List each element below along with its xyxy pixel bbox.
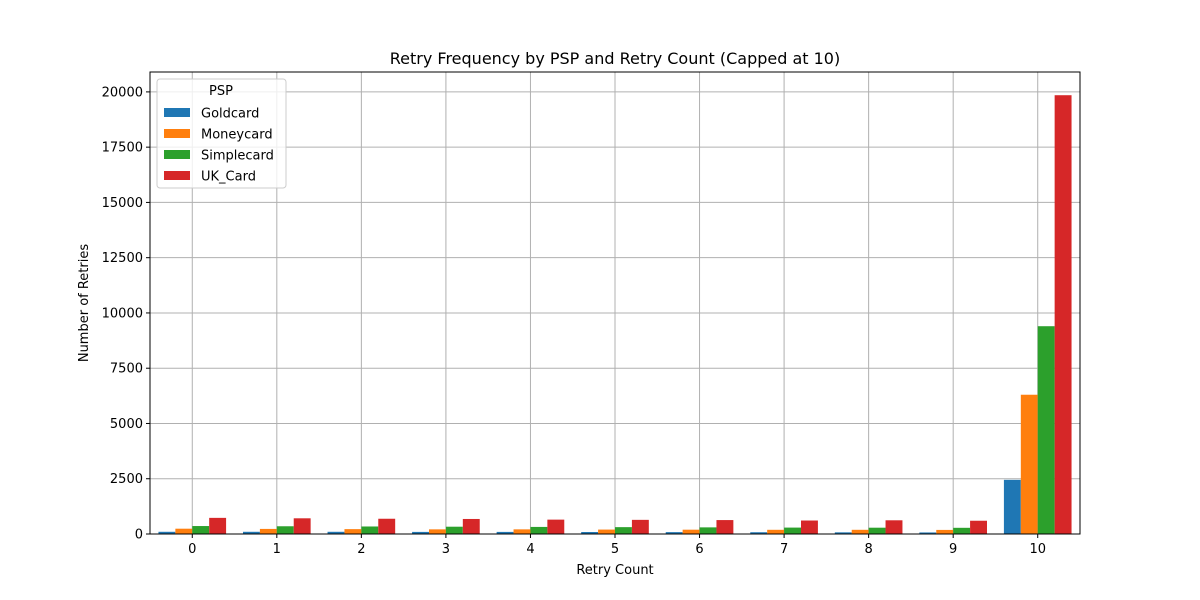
- y-tick-label: 15000: [102, 196, 143, 211]
- x-tick-label: 5: [611, 542, 619, 557]
- x-tick-label: 2: [357, 542, 365, 557]
- legend-label: Goldcard: [201, 107, 259, 122]
- bar-uk-card-0: [209, 517, 227, 534]
- bar-moneycard-8: [851, 529, 869, 534]
- bar-moneycard-5: [598, 529, 615, 534]
- bar-simplecard-8: [868, 527, 886, 534]
- bar-moneycard-9: [936, 529, 954, 534]
- legend-label: Moneycard: [201, 128, 273, 143]
- y-axis-ticks: 0 2500 5000 7500 10000 12500 15000 17500 20000: [102, 85, 150, 543]
- legend-label: UK_Card: [201, 170, 256, 185]
- x-tick-label: 3: [442, 542, 450, 557]
- bar-goldcard-6: [665, 532, 683, 534]
- bar-goldcard-10: [1003, 479, 1021, 534]
- bar-uk-card-6: [716, 520, 734, 534]
- bar-moneycard-4: [513, 529, 531, 534]
- y-tick-label: 12500: [102, 251, 143, 266]
- bar-simplecard-1: [276, 526, 294, 534]
- x-tick-label: 9: [949, 542, 957, 557]
- y-tick-label: 2500: [110, 472, 143, 487]
- x-axis-ticks: 0 1 2 3 4 5 6 7 8 9 10: [188, 534, 1046, 557]
- legend: PSP Goldcard Moneycard Simplecard UK_Card: [156, 78, 287, 189]
- y-tick-label: 10000: [102, 306, 143, 321]
- legend-swatch: [164, 129, 190, 138]
- bar-goldcard-5: [581, 532, 599, 534]
- bar-moneycard-10: [1020, 394, 1038, 534]
- y-tick-label: 17500: [102, 141, 143, 156]
- x-tick-label: 7: [780, 542, 788, 557]
- bar-goldcard-1: [243, 531, 260, 534]
- bar-uk-card-10: [1054, 95, 1072, 535]
- bar-simplecard-2: [361, 526, 379, 534]
- bars-layer: [158, 95, 1072, 535]
- bar-moneycard-1: [259, 528, 277, 534]
- bar-goldcard-9: [919, 532, 937, 534]
- bar-moneycard-6: [682, 529, 700, 534]
- legend-box: [156, 78, 287, 189]
- bar-simplecard-0: [192, 526, 210, 534]
- bar-uk-card-1: [293, 518, 311, 534]
- bar-uk-card-4: [547, 519, 565, 534]
- bar-simplecard-5: [615, 527, 632, 534]
- bar-simplecard-6: [699, 527, 717, 534]
- x-tick-label: 10: [1029, 542, 1046, 557]
- bar-goldcard-0: [158, 531, 176, 534]
- bar-simplecard-4: [530, 526, 548, 534]
- bar-goldcard-8: [834, 532, 852, 534]
- x-axis-title: Retry Count: [576, 563, 653, 578]
- y-tick-label: 7500: [110, 362, 143, 377]
- bar-simplecard-9: [953, 527, 971, 534]
- bar-simplecard-10: [1037, 326, 1055, 534]
- bar-uk-card-2: [378, 518, 396, 534]
- legend-title: PSP: [209, 84, 233, 99]
- bar-goldcard-2: [327, 531, 345, 534]
- bar-simplecard-7: [784, 527, 801, 534]
- legend-swatch: [164, 108, 190, 117]
- bar-moneycard-3: [429, 529, 446, 534]
- y-axis-title: Number of Retries: [77, 244, 92, 363]
- y-tick-label: 0: [135, 528, 143, 543]
- legend-swatch: [164, 171, 190, 180]
- y-tick-label: 20000: [102, 85, 143, 100]
- bar-goldcard-7: [750, 532, 768, 534]
- bar-moneycard-7: [767, 529, 785, 534]
- x-tick-label: 6: [695, 542, 703, 557]
- bar-goldcard-4: [496, 531, 514, 534]
- chart-title: Retry Frequency by PSP and Retry Count (…: [390, 49, 840, 68]
- x-tick-label: 0: [188, 542, 196, 557]
- bar-uk-card-3: [462, 518, 480, 534]
- bar-moneycard-0: [175, 528, 193, 534]
- grid-layer: [150, 72, 1080, 535]
- x-tick-label: 8: [864, 542, 872, 557]
- y-tick-label: 5000: [110, 417, 143, 432]
- bar-moneycard-2: [344, 529, 362, 534]
- bar-simplecard-3: [445, 526, 463, 534]
- x-tick-label: 1: [273, 542, 281, 557]
- bar-uk-card-5: [631, 519, 649, 534]
- bar-uk-card-8: [885, 520, 903, 534]
- bar-goldcard-3: [412, 531, 429, 534]
- legend-swatch: [164, 150, 190, 159]
- x-tick-label: 4: [526, 542, 534, 557]
- bar-uk-card-9: [970, 520, 987, 534]
- legend-label: Simplecard: [201, 149, 274, 164]
- bar-uk-card-7: [801, 520, 818, 534]
